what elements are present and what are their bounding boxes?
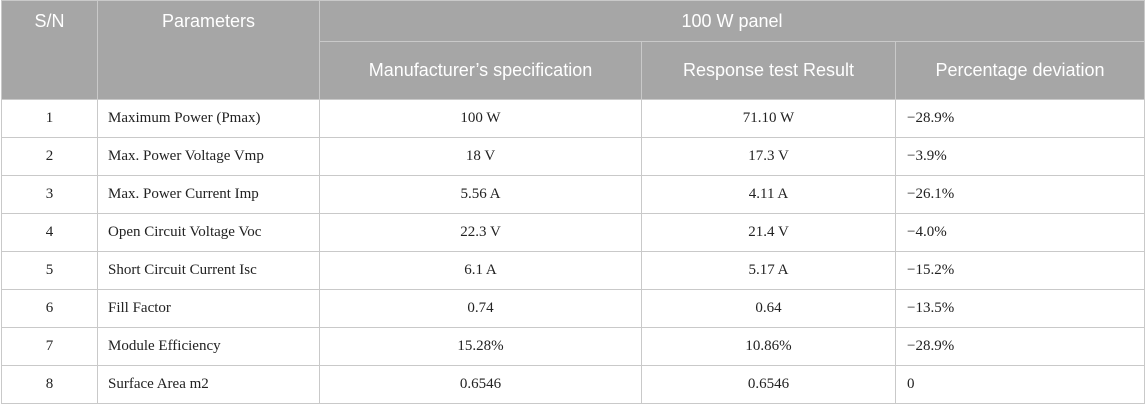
header-row-top: S/N Parameters 100 W panel (1, 0, 1145, 100)
cell-deviation: −28.9% (894, 99, 1145, 138)
header-row-sub: Manufacturer’s specification Response te… (2, 41, 1145, 100)
table-row: 1 Maximum Power (Pmax) 100 W 71.10 W −28… (1, 99, 1145, 138)
header-manufacturer-spec: Manufacturer’s specification (319, 41, 642, 100)
cell-sn: 6 (1, 289, 98, 328)
table-row: 2 Max. Power Voltage Vmp 18 V 17.3 V −3.… (1, 137, 1145, 176)
cell-spec: 100 W (319, 99, 642, 138)
cell-parameter: Module Efficiency (97, 327, 320, 366)
cell-deviation: −26.1% (894, 175, 1145, 214)
cell-sn: 1 (1, 99, 98, 138)
header-percentage-deviation: Percentage deviation (894, 41, 1145, 100)
header-sn: S/N (1, 0, 98, 100)
cell-sn: 7 (1, 327, 98, 366)
cell-parameter: Max. Power Voltage Vmp (97, 137, 320, 176)
cell-parameter: Maximum Power (Pmax) (97, 99, 320, 138)
table-row: 8 Surface Area m2 0.6546 0.6546 0 (1, 365, 1145, 404)
cell-parameter: Fill Factor (97, 289, 320, 328)
cell-parameter: Open Circuit Voltage Voc (97, 213, 320, 252)
cell-result: 71.10 W (641, 99, 896, 138)
cell-deviation: −28.9% (894, 327, 1145, 366)
cell-sn: 8 (1, 365, 98, 404)
cell-sn: 3 (1, 175, 98, 214)
cell-spec: 22.3 V (319, 213, 642, 252)
cell-spec: 0.6546 (319, 365, 642, 404)
cell-deviation: −4.0% (894, 213, 1145, 252)
cell-sn: 4 (1, 213, 98, 252)
cell-parameter: Short Circuit Current Isc (97, 251, 320, 290)
cell-result: 4.11 A (641, 175, 896, 214)
cell-sn: 2 (1, 137, 98, 176)
table-header: S/N Parameters 100 W panel Manufacturer’… (1, 0, 1145, 100)
cell-result: 5.17 A (641, 251, 896, 290)
cell-result: 0.64 (641, 289, 896, 328)
cell-deviation: −3.9% (894, 137, 1145, 176)
cell-spec: 6.1 A (319, 251, 642, 290)
cell-sn: 5 (1, 251, 98, 290)
cell-parameter: Surface Area m2 (97, 365, 320, 404)
header-response-result: Response test Result (641, 41, 896, 100)
cell-result: 17.3 V (641, 137, 896, 176)
table-body: 1 Maximum Power (Pmax) 100 W 71.10 W −28… (1, 99, 1145, 404)
cell-spec: 18 V (319, 137, 642, 176)
cell-parameter: Max. Power Current Imp (97, 175, 320, 214)
cell-spec: 0.74 (319, 289, 642, 328)
table-row: 7 Module Efficiency 15.28% 10.86% −28.9% (1, 327, 1145, 366)
header-group-100w-panel: 100 W panel (318, 0, 1145, 42)
cell-deviation: −15.2% (894, 251, 1145, 290)
table-row: 3 Max. Power Current Imp 5.56 A 4.11 A −… (1, 175, 1145, 214)
table-row: 6 Fill Factor 0.74 0.64 −13.5% (1, 289, 1145, 328)
cell-deviation: 0 (894, 365, 1145, 404)
table-row: 4 Open Circuit Voltage Voc 22.3 V 21.4 V… (1, 213, 1145, 252)
cell-result: 10.86% (641, 327, 896, 366)
header-parameters: Parameters (97, 0, 320, 100)
cell-spec: 5.56 A (319, 175, 642, 214)
cell-spec: 15.28% (319, 327, 642, 366)
cell-result: 21.4 V (641, 213, 896, 252)
cell-result: 0.6546 (641, 365, 896, 404)
table-row: 5 Short Circuit Current Isc 6.1 A 5.17 A… (1, 251, 1145, 290)
cell-deviation: −13.5% (894, 289, 1145, 328)
